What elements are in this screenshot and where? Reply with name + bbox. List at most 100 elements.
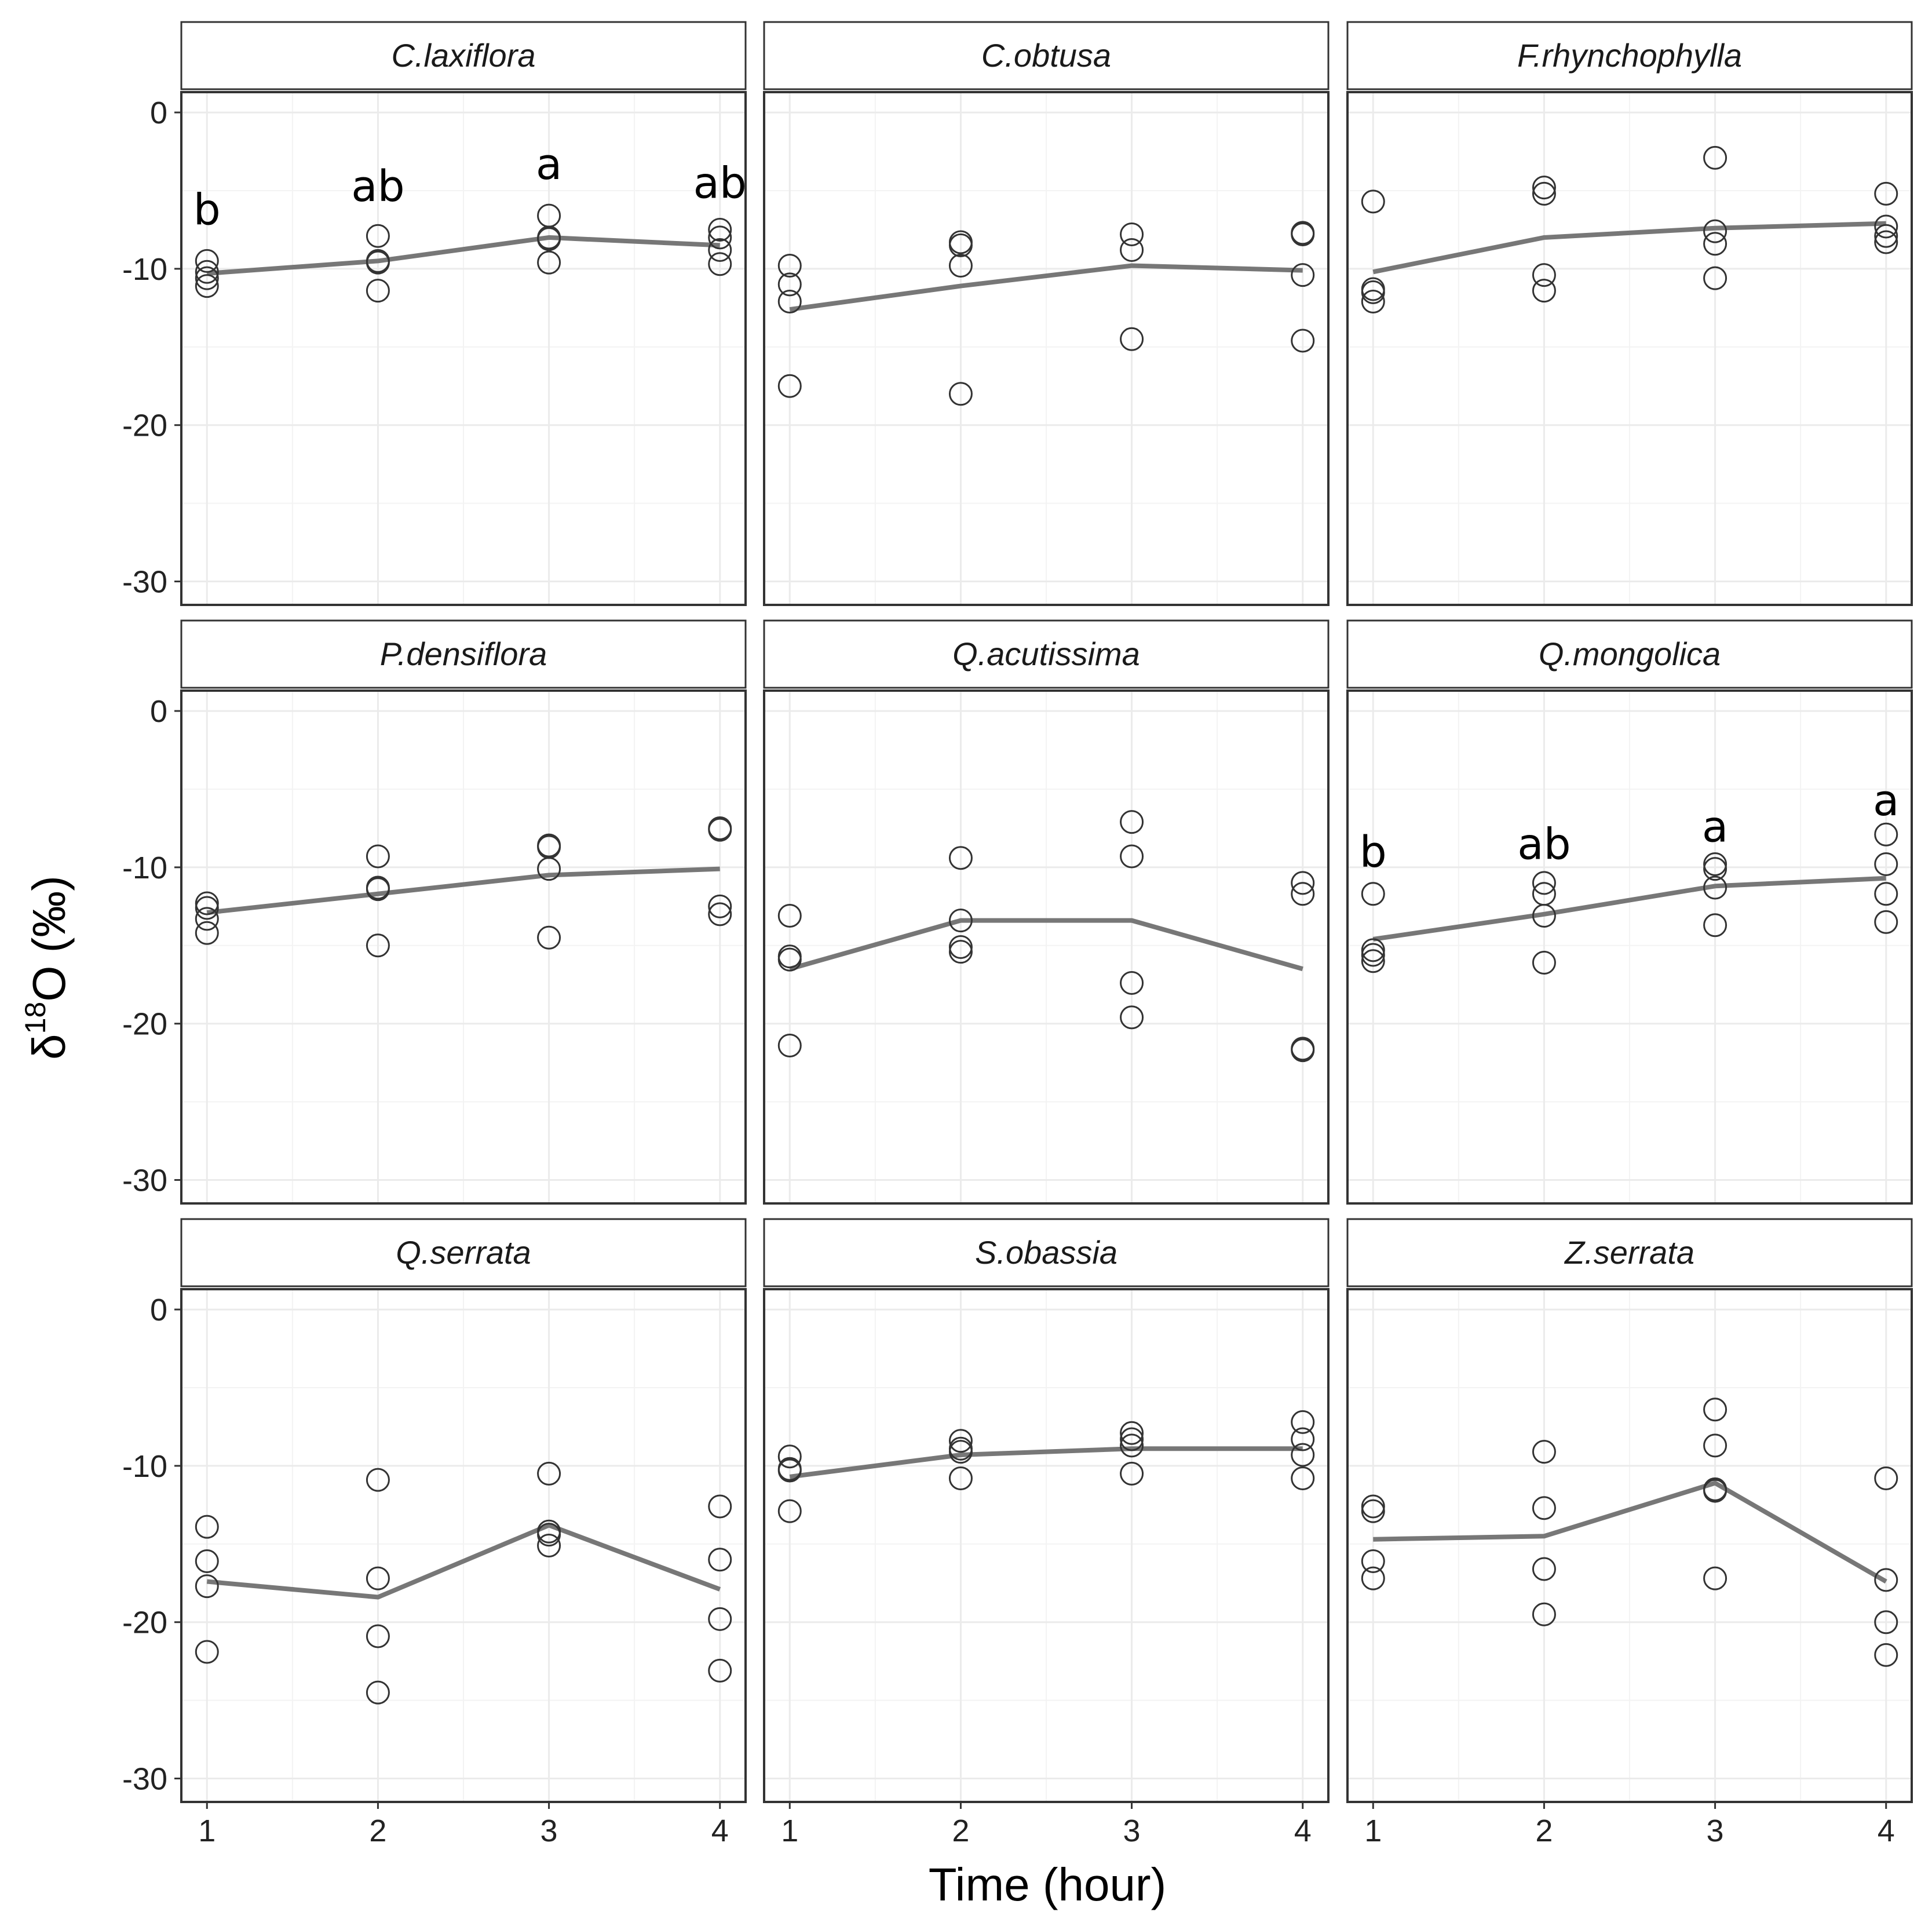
data-point: [1120, 971, 1144, 995]
data-point: [366, 844, 390, 869]
data-point: [1703, 145, 1728, 170]
data-point: [1532, 1440, 1556, 1464]
facet-strip-label: S.obassia: [975, 1234, 1117, 1271]
data-point: [537, 1523, 561, 1547]
data-point: [1361, 938, 1385, 962]
data-point: [948, 253, 973, 278]
x-tick-label: 1: [781, 1814, 798, 1848]
data-point: [1361, 1566, 1385, 1590]
data-point: [537, 227, 561, 251]
data-point: [1361, 943, 1385, 967]
data-point: [537, 857, 561, 881]
data-point: [195, 266, 219, 290]
data-point: [366, 1680, 390, 1705]
panel-frame: [180, 689, 747, 1205]
data-point: [366, 877, 390, 902]
facet-f-rhynchophylla: F.rhynchophylla: [1346, 21, 1913, 606]
mean-line: [1373, 1480, 1887, 1584]
x-axis-title: Time (hour): [929, 1859, 1166, 1910]
y-tick-label: -30: [122, 1762, 167, 1797]
data-point: [1532, 1557, 1556, 1581]
data-point: [1874, 230, 1898, 254]
mean-line: [789, 263, 1303, 312]
y-axis-title: δ18O (‰): [19, 875, 75, 1060]
x-tick-label: 4: [1294, 1814, 1312, 1848]
data-point: [537, 1534, 561, 1557]
data-point: [1703, 857, 1728, 881]
x-tick-label: 1: [1364, 1814, 1382, 1848]
data-point: [1703, 266, 1728, 290]
mean-line: [789, 1446, 1303, 1479]
data-point: [948, 940, 973, 964]
data-point: [1120, 1427, 1144, 1451]
data-point: [1703, 852, 1728, 876]
data-point: [1874, 1643, 1898, 1667]
mean-line: [1372, 875, 1886, 942]
panel-frame: [1346, 1288, 1913, 1803]
x-tick-label: 2: [952, 1814, 969, 1848]
facet-strip-label: C.obtusa: [981, 37, 1111, 74]
data-point: [195, 260, 219, 284]
data-point: [195, 249, 219, 273]
facet-strip-label: Q.mongolica: [1539, 636, 1721, 672]
data-point: [195, 907, 219, 931]
data-point: [777, 1033, 802, 1057]
x-tick-label: 1: [198, 1814, 216, 1848]
mean-line: [1372, 221, 1886, 275]
data-point: [195, 1574, 219, 1599]
data-point: [1532, 176, 1556, 200]
data-point: [777, 1458, 802, 1483]
data-point: [537, 925, 561, 950]
y-tick-label: 0: [150, 694, 167, 729]
data-point: [777, 1499, 802, 1523]
x-tick-label: 4: [711, 1814, 729, 1848]
data-point: [708, 1607, 732, 1631]
facet-strip-label: Q.serrata: [396, 1234, 531, 1271]
mean-line: [206, 235, 720, 276]
data-point: [708, 238, 732, 262]
data-point: [708, 1494, 732, 1519]
data-point: [195, 921, 219, 945]
facet-q-acutissima: Q.acutissima: [763, 619, 1330, 1205]
data-point: [1291, 1038, 1315, 1063]
data-point: [1874, 214, 1898, 239]
data-point: [195, 896, 219, 920]
data-point: [1361, 280, 1385, 304]
y-tick-label: -10: [122, 1449, 167, 1484]
data-point: [1874, 1610, 1898, 1635]
significance-letter: b: [1360, 827, 1387, 877]
y-tick-label: 0: [150, 1293, 167, 1327]
data-point: [1361, 949, 1385, 973]
x-tick-label: 4: [1878, 1814, 1895, 1848]
data-point: [1291, 882, 1315, 906]
y-tick-label: 0: [150, 96, 167, 130]
data-point: [1703, 232, 1728, 256]
data-point: [708, 902, 732, 926]
facet-q-mongolica: Q.mongolica b ab a a: [1346, 619, 1913, 1205]
data-point: [1703, 1479, 1728, 1503]
significance-letter: a: [1873, 776, 1899, 826]
facet-strip: [1346, 619, 1913, 689]
facet-strip: [1346, 1218, 1913, 1287]
data-point: [1291, 1410, 1315, 1434]
facet-q-serrata: Q.serrata 0 -10 -20 -30 1 2 3 4: [122, 1218, 747, 1848]
data-point: [195, 274, 219, 298]
x-tick-label: 2: [369, 1814, 386, 1848]
data-point: [1532, 1602, 1556, 1626]
data-point: [948, 233, 973, 257]
y-tick-label: -10: [122, 252, 167, 287]
data-point: [1874, 822, 1898, 847]
significance-letter: ab: [693, 158, 747, 208]
data-point: [1703, 219, 1728, 243]
data-point: [777, 272, 802, 297]
facet-strip: [180, 1218, 747, 1287]
y-axis-title-delta: δ: [23, 1034, 75, 1060]
data-point: [777, 947, 802, 972]
data-point: [708, 1658, 732, 1683]
data-point: [1120, 327, 1144, 351]
x-tick-label: 3: [540, 1814, 558, 1848]
data-point: [1120, 222, 1144, 247]
data-point: [1120, 238, 1144, 262]
data-point: [366, 1566, 390, 1590]
data-point: [366, 1468, 390, 1492]
